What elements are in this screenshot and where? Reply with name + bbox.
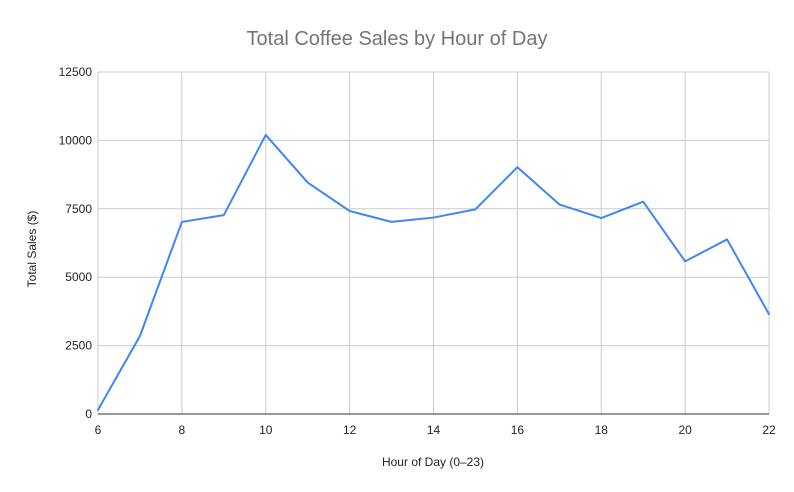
x-tick-label: 12	[343, 423, 357, 437]
y-tick-label: 5000	[65, 270, 92, 284]
y-axis-title: Total Sales ($)	[25, 211, 39, 288]
y-tick-label: 12500	[59, 65, 93, 79]
x-tick-label: 10	[259, 423, 273, 437]
tick-labels: 0 2500 5000 7500 10000 12500 6 8 10 12 14 16 18 20 22	[59, 65, 776, 437]
x-tick-label: 22	[762, 423, 776, 437]
x-axis-title: Hour of Day (0–23)	[382, 455, 484, 469]
x-tick-label: 20	[678, 423, 692, 437]
gridlines	[97, 71, 770, 414]
y-tick-label: 2500	[65, 339, 92, 353]
x-tick-label: 18	[595, 423, 609, 437]
x-tick-label: 6	[95, 423, 102, 437]
y-tick-label: 10000	[59, 133, 93, 147]
x-tick-label: 8	[179, 423, 186, 437]
x-tick-label: 16	[511, 423, 525, 437]
x-tick-label: 14	[427, 423, 441, 437]
y-tick-label: 0	[85, 407, 92, 421]
chart-title: Total Coffee Sales by Hour of Day	[247, 28, 548, 50]
y-tick-label: 7500	[65, 202, 92, 216]
series-layer	[97, 133, 770, 411]
